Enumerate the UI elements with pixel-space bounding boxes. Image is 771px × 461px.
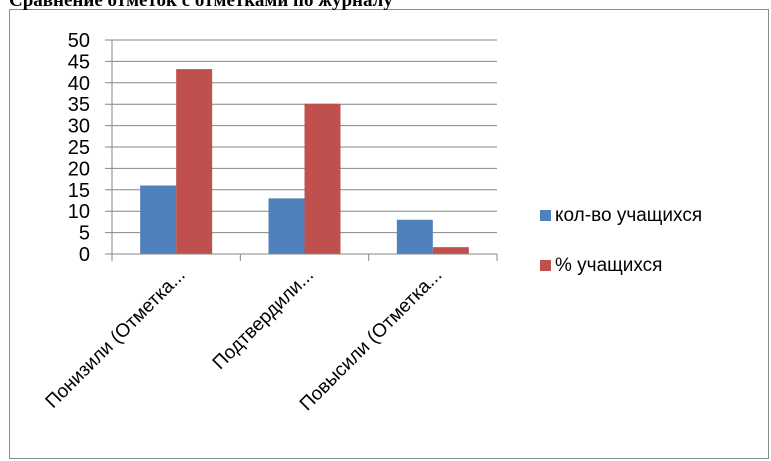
- x-category-label: Повысили (Отметка...: [296, 265, 446, 415]
- y-tick-label: 45: [68, 51, 90, 73]
- x-category-label: Подтвердили...: [209, 265, 318, 374]
- chart-frame: [9, 9, 769, 459]
- axes: [105, 40, 498, 261]
- y-tick-label: 50: [68, 30, 90, 52]
- bar-series-1-2: [268, 198, 305, 254]
- y-tick-label: 25: [68, 137, 90, 159]
- y-tick-label: 0: [79, 244, 90, 266]
- y-tick-label: 10: [68, 201, 90, 223]
- legend-label-series-1: кол-во учащихся: [555, 205, 703, 226]
- bar-series-1-1: [140, 185, 177, 254]
- y-tick-label: 20: [68, 158, 90, 180]
- bar-series-2-1: [176, 69, 213, 254]
- bars: [140, 69, 469, 254]
- bar-series-2-2: [304, 103, 341, 254]
- x-category-label: Понизили (Отметка...: [42, 265, 190, 413]
- y-tick-label: 35: [68, 94, 90, 116]
- bar-series-1-3: [396, 219, 433, 254]
- legend-swatch-series-1: [540, 210, 551, 221]
- y-tick-label: 5: [79, 223, 90, 245]
- legend-swatch-series-2: [540, 260, 551, 271]
- legend-item-series-1: кол-во учащихся: [540, 205, 702, 227]
- y-tick-label: 15: [68, 180, 90, 202]
- legend-label-series-2: % учащихся: [555, 255, 663, 276]
- y-tick-label: 40: [68, 73, 90, 95]
- chart-title: Сравнение отметок с отметками по журналу: [9, 0, 393, 11]
- y-tick-label: 30: [68, 116, 90, 138]
- bar-series-2-3: [432, 247, 469, 254]
- legend-item-series-2: % учащихся: [540, 255, 662, 277]
